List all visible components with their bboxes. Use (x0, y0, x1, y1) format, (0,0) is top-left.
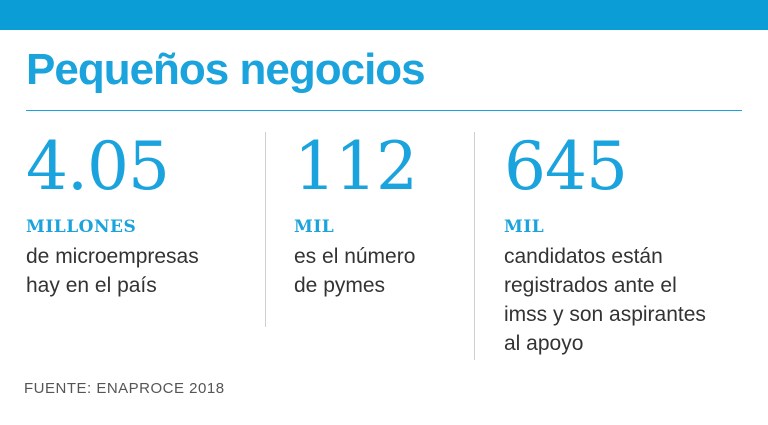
stat-candidatos: 645 MIL candidatos están registrados ant… (504, 132, 744, 358)
stat-pymes: 112 MIL es el número de pymes (294, 132, 459, 300)
stat-description: es el número de pymes (294, 242, 459, 300)
description-line: de pymes (294, 274, 386, 297)
description-line: de microempresas (26, 245, 199, 268)
title-rule (26, 110, 742, 111)
description-line: registrados ante el (504, 274, 677, 297)
description-line: al apoyo (504, 332, 584, 355)
stat-value: 4.05 (26, 128, 170, 205)
stat-description: de microempresas hay en el país (26, 242, 251, 300)
column-divider (265, 132, 266, 327)
description-line: imss y son aspirantes (504, 303, 706, 326)
description-line: es el número (294, 245, 416, 268)
description-line: candidatos están (504, 245, 663, 268)
stat-unit: MIL (504, 217, 545, 237)
stat-value: 645 (504, 128, 628, 205)
top-accent-bar (0, 0, 768, 30)
infographic-title: Pequeños negocios (26, 45, 426, 94)
stat-unit: MIL (294, 217, 335, 237)
column-divider (474, 132, 475, 360)
stat-unit: MILLONES (26, 217, 137, 237)
description-line: hay en el país (26, 274, 157, 297)
stat-value: 112 (294, 128, 418, 205)
stat-microempresas: 4.05 MILLONES de microempresas hay en el… (26, 132, 251, 300)
source-note: FUENTE: ENAPROCE 2018 (24, 380, 225, 397)
stat-description: candidatos están registrados ante el ims… (504, 242, 744, 358)
